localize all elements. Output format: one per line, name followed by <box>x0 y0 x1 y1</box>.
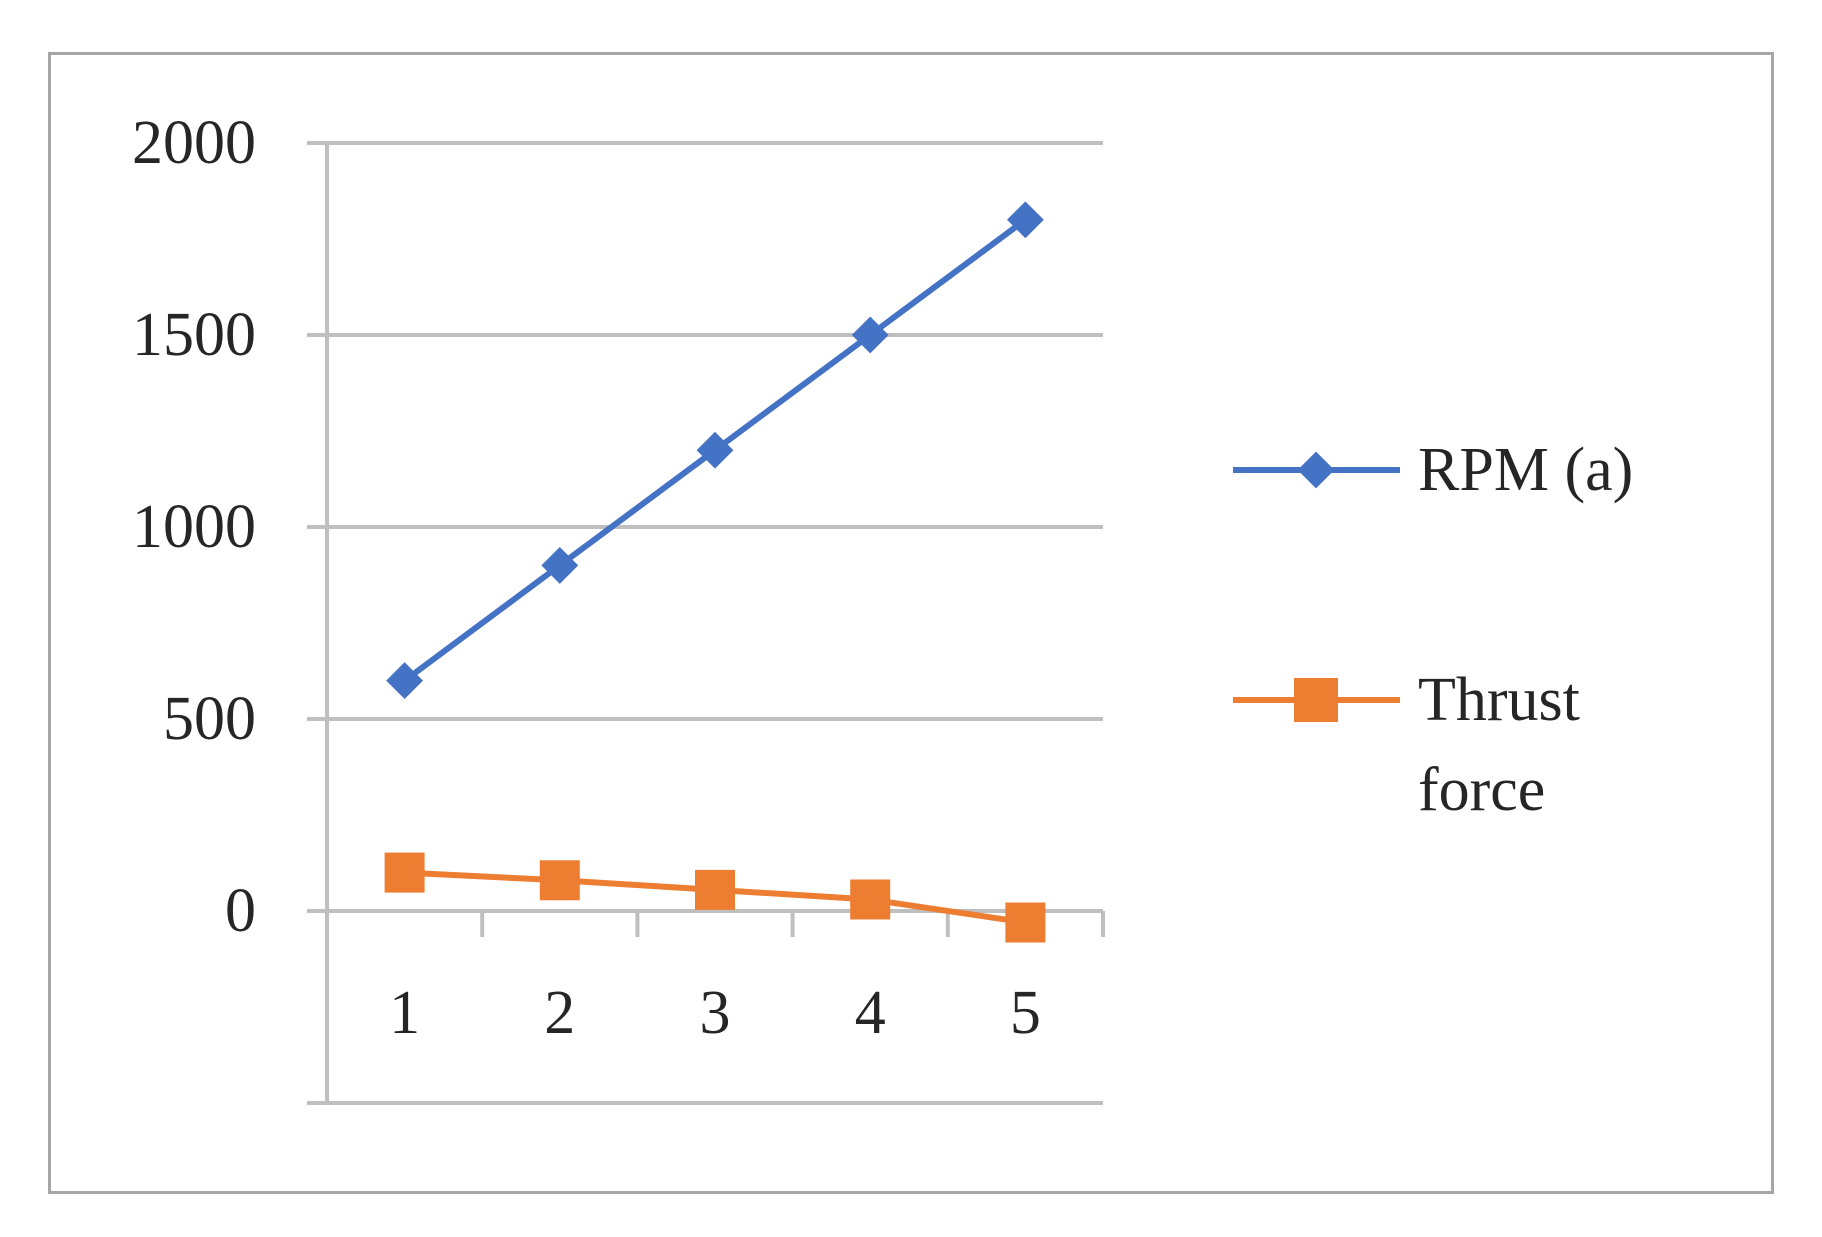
data-point <box>541 546 579 584</box>
axes <box>307 143 1105 1103</box>
series-thrust-force <box>384 852 1046 943</box>
x-tick-label: 3 <box>700 979 731 1047</box>
chart-frame <box>48 52 1774 1194</box>
data-point <box>539 860 580 901</box>
legend-entry: Thrust force <box>1233 666 1580 824</box>
data-point <box>386 662 424 700</box>
x-tick-label: 5 <box>1010 979 1041 1047</box>
x-tick-label: 4 <box>855 979 886 1047</box>
y-tick-label: 0 <box>225 877 256 945</box>
legend-label: Thrust <box>1418 666 1580 734</box>
y-tick-label: 1500 <box>132 301 256 369</box>
x-tick-label: 2 <box>544 979 575 1047</box>
legend-entry: RPM (a) <box>1233 436 1633 504</box>
legend-marker <box>1297 451 1335 489</box>
y-tick-label: 2000 <box>132 109 256 177</box>
data-point <box>850 879 891 920</box>
y-axis-tick-labels: 0 500 1000 1500 2000 <box>132 109 256 945</box>
data-point <box>851 316 889 354</box>
legend-label: RPM (a) <box>1418 436 1633 504</box>
gridlines <box>307 141 1103 1105</box>
data-point <box>384 852 425 893</box>
x-tick-label: 1 <box>389 979 420 1047</box>
data-point <box>1006 201 1044 239</box>
legend: RPM (a) Thrust force <box>1233 436 1633 824</box>
data-point <box>696 431 734 469</box>
y-tick-label: 500 <box>163 685 256 753</box>
x-axis-tick-labels: 1 2 3 4 5 <box>389 979 1041 1047</box>
y-tick-label: 1000 <box>132 493 256 561</box>
legend-label: force <box>1418 756 1545 824</box>
series-layer <box>384 201 1046 943</box>
data-point <box>695 869 735 910</box>
series-rpm <box>386 201 1044 700</box>
legend-marker <box>1294 678 1338 722</box>
data-point <box>1005 902 1046 943</box>
